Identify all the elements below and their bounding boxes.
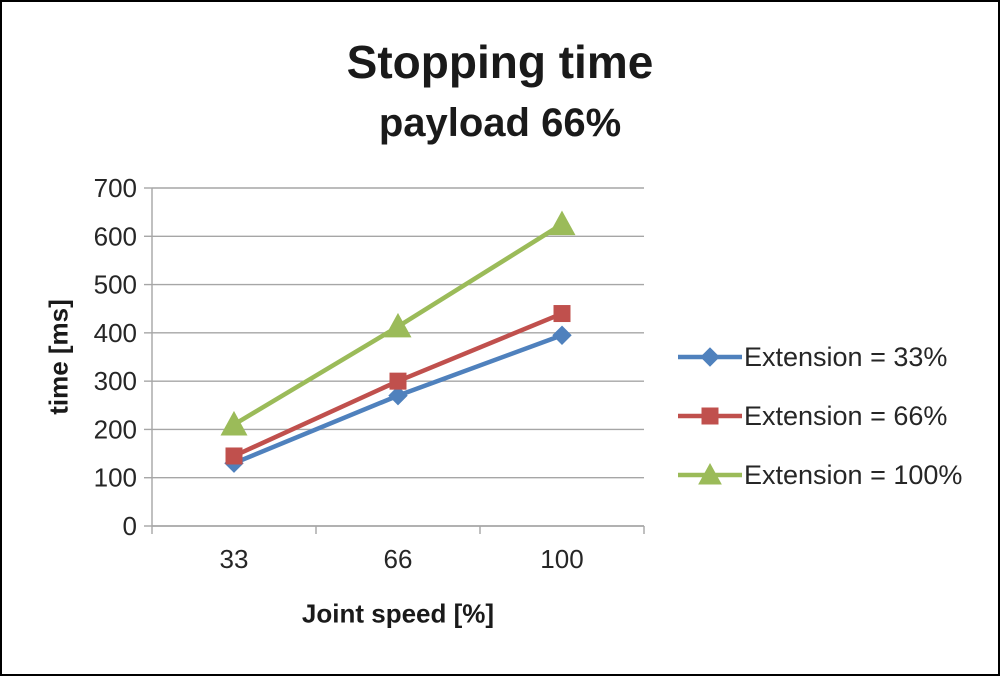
legend-label: Extension = 66% (744, 400, 948, 431)
legend-key-triangle (678, 462, 742, 485)
y-tick-label: 200 (94, 414, 137, 444)
legend-label: Extension = 100% (744, 459, 963, 490)
legend-item-2: Extension = 100% (678, 458, 962, 492)
y-axis-title: time [ms] (43, 299, 74, 415)
y-tick-label: 100 (94, 463, 137, 493)
marker-triangle (548, 210, 576, 236)
legend-item-0: Extension = 33% (678, 340, 962, 374)
marker-square (225, 447, 243, 465)
legend-key-square (678, 407, 742, 425)
legend: Extension = 33% Extension = 66% Extension … (678, 340, 962, 492)
x-tick-label: 33 (220, 544, 249, 574)
y-tick-label: 300 (94, 366, 137, 396)
marker-triangle (698, 462, 722, 485)
y-tick-label: 700 (94, 173, 137, 203)
marker-square (553, 305, 571, 323)
marker-diamond (388, 385, 408, 406)
legend-key-diamond (678, 347, 742, 367)
marker-diamond (552, 325, 572, 345)
chart-subtitle: payload 66% (378, 101, 622, 145)
x-tick-label: 66 (384, 544, 413, 574)
marker-square (701, 407, 719, 425)
y-tick-label: 0 (123, 511, 137, 541)
x-tick-label: 100 (540, 544, 583, 574)
y-tick-label: 600 (94, 221, 137, 251)
marker-diamond (700, 347, 720, 367)
x-axis-title: Joint speed [%] (301, 598, 495, 629)
legend-label: Extension = 33% (744, 341, 948, 372)
y-tick-label: 400 (94, 318, 137, 348)
marker-triangle (384, 312, 412, 338)
y-tick-label: 500 (94, 270, 137, 300)
marker-triangle (220, 410, 248, 436)
chart-title: Stopping time (346, 36, 654, 88)
marker-square (389, 372, 407, 390)
legend-item-1: Extension = 66% (678, 399, 962, 433)
